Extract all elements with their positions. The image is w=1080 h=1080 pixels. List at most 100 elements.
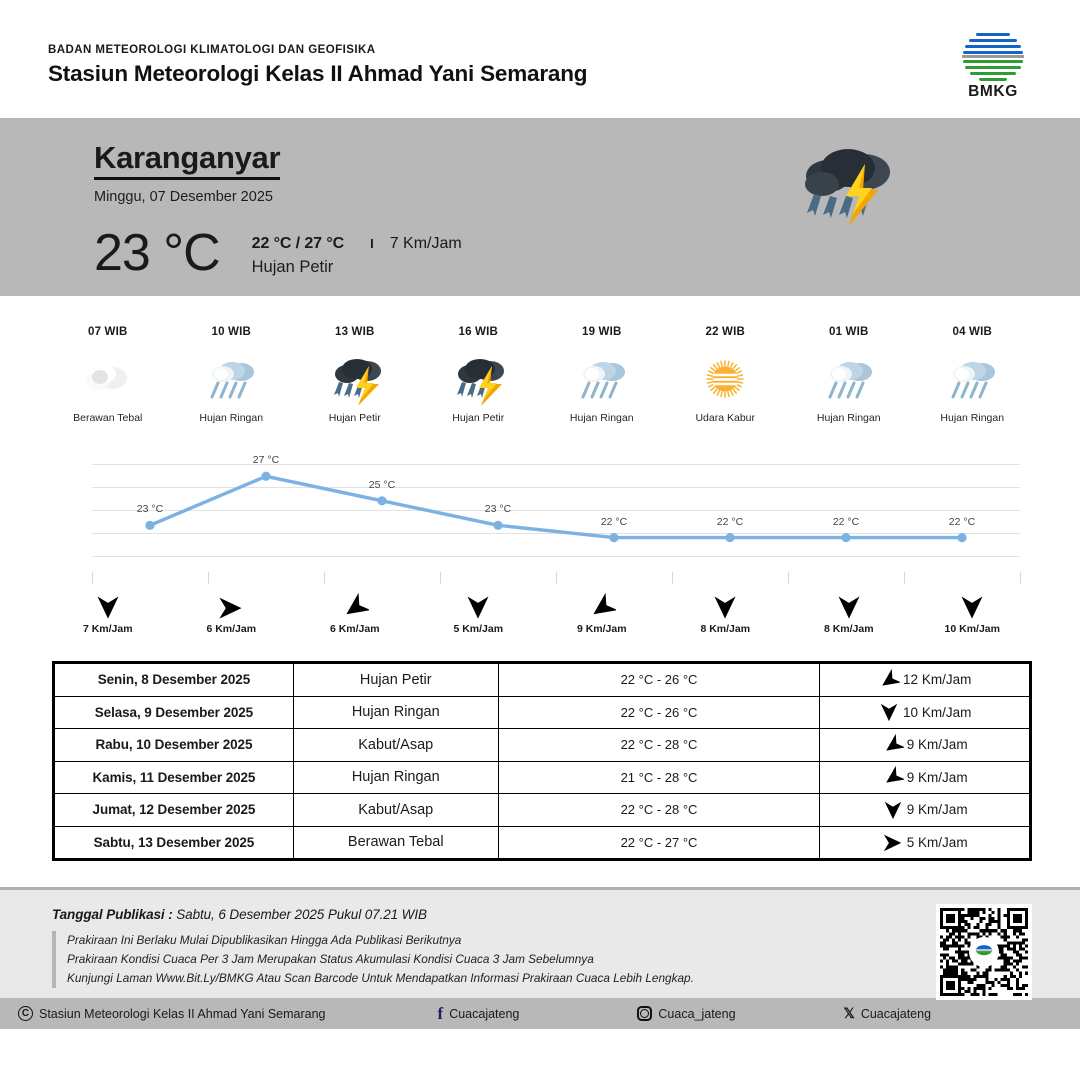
wind-direction-icon	[878, 668, 901, 691]
row-condition: Berawan Tebal	[292, 825, 499, 859]
hourly-slot: 22 WIB Udara Kabur	[664, 326, 788, 424]
wind-speed-label: 9 Km/Jam	[906, 737, 968, 753]
copyright-text: Stasiun Meteorologi Kelas II Ahmad Yani …	[39, 1006, 326, 1021]
row-temperature: 21 °C - 28 °C	[497, 760, 821, 794]
hourly-slot: 13 WIB Hujan Petir	[293, 326, 417, 424]
publication-date: Tanggal Publikasi : Sabtu, 6 Desember 20…	[52, 907, 1032, 922]
publication-value: Sabtu, 6 Desember 2025 Pukul 07.21 WIB	[176, 907, 427, 922]
chart-point-label: 27 °C	[252, 454, 280, 467]
hour-time: 19 WIB	[581, 326, 622, 338]
wind-slot: 8 Km/Jam	[787, 592, 911, 635]
hourly-slot: 16 WIB Hujan Petir	[417, 326, 541, 424]
thunderstorm-icon	[446, 352, 510, 406]
wind-direction-icon	[417, 592, 541, 622]
table-row: Jumat, 12 Desember 2025 Kabut/Asap 22 °C -…	[54, 793, 1030, 827]
chart-point-label: 22 °C	[716, 515, 744, 528]
wind-speed-label: 8 Km/Jam	[700, 623, 751, 635]
chart-tick	[324, 572, 325, 584]
row-date: Rabu, 10 Desember 2025	[54, 728, 294, 762]
chart-tick	[1020, 572, 1021, 584]
wind-speed-label: 10 Km/Jam	[903, 704, 972, 720]
copyright-icon: C	[18, 1006, 33, 1021]
chart-point-label: 22 °C	[948, 515, 976, 528]
chart-point-label: 23 °C	[136, 503, 164, 516]
hour-condition: Hujan Ringan	[940, 412, 1005, 424]
light-rain-icon	[570, 352, 634, 406]
forecast-date: Minggu, 07 Desember 2025	[94, 188, 273, 205]
agency-name: BADAN METEOROLOGI KLIMATOLOGI DAN GEOFIS…	[48, 44, 376, 56]
current-wind-speed: 7 Km/Jam	[389, 234, 462, 252]
row-wind: 9 Km/Jam	[819, 728, 1030, 762]
row-temperature: 22 °C - 28 °C	[497, 793, 821, 827]
x-item[interactable]: 𝕏 Cuacajateng	[844, 1005, 931, 1022]
wind-direction-icon	[882, 733, 904, 756]
chart-point	[145, 520, 155, 530]
hourly-slot: 07 WIB Berawan Tebal	[46, 326, 170, 424]
footer-note: Prakiraan Kondisi Cuaca Per 3 Jam Merupa…	[67, 952, 594, 967]
hour-condition: Hujan Ringan	[199, 412, 264, 424]
facebook-item[interactable]: f Cuacajateng	[438, 1004, 520, 1024]
row-date: Sabtu, 13 Desember 2025	[54, 825, 294, 859]
chart-point-label: 22 °C	[832, 515, 860, 528]
weekly-forecast-table: Senin, 8 Desember 2025 Hujan Petir 22 °C -…	[52, 661, 1032, 861]
light-rain-icon	[940, 352, 1004, 406]
wind-direction-icon	[787, 592, 911, 622]
row-temperature: 22 °C - 27 °C	[497, 825, 821, 859]
station-name: Stasiun Meteorologi Kelas II Ahmad Yani …	[48, 61, 588, 86]
copyright-item: C Stasiun Meteorologi Kelas II Ahmad Yan…	[18, 1006, 326, 1021]
wind-direction-icon	[540, 592, 664, 622]
hourly-slot: 01 WIB Hujan Ringan	[787, 326, 911, 424]
qr-code-icon[interactable]	[936, 904, 1032, 1000]
table-row: Senin, 8 Desember 2025 Hujan Petir 22 °C -…	[54, 663, 1030, 697]
wind-speed-label: 6 Km/Jam	[329, 623, 380, 635]
bmkg-emblem-icon	[962, 30, 1024, 82]
row-wind: 5 Km/Jam	[819, 825, 1030, 859]
table-row: Kamis, 11 Desember 2025 Hujan Ringan 21 °C…	[54, 760, 1030, 794]
chart-tick	[556, 572, 557, 584]
haze-sun-icon	[693, 352, 757, 406]
publication-footer: Tanggal Publikasi : Sabtu, 6 Desember 20…	[0, 890, 1080, 1000]
thunderstorm-icon	[792, 142, 900, 234]
chart-point	[957, 533, 967, 543]
chart-tick	[440, 572, 441, 584]
row-date: Senin, 8 Desember 2025	[54, 663, 294, 697]
hour-condition: Hujan Petir	[328, 412, 381, 424]
chart-gridline	[92, 533, 1020, 534]
chart-tick-row	[46, 572, 1034, 586]
wind-speed-label: 7 Km/Jam	[82, 623, 133, 635]
wind-speed-label: 9 Km/Jam	[906, 802, 968, 818]
current-condition: Hujan Petir	[251, 257, 334, 276]
row-condition: Kabut/Asap	[292, 793, 499, 827]
bmkg-logo-text: BMKG	[968, 83, 1018, 100]
wind-separator: I	[370, 236, 374, 252]
row-condition: Hujan Ringan	[292, 760, 499, 794]
row-wind: 9 Km/Jam	[819, 793, 1030, 827]
wind-direction-icon	[293, 592, 417, 622]
facebook-icon: f	[437, 1003, 444, 1023]
row-date: Jumat, 12 Desember 2025	[54, 793, 294, 827]
hour-time: 07 WIB	[87, 326, 128, 338]
wind-speed-label: 6 Km/Jam	[206, 623, 257, 635]
hourly-slot: 04 WIB Hujan Ringan	[911, 326, 1035, 424]
chart-gridline	[92, 510, 1020, 511]
chart-tick	[904, 572, 905, 584]
wind-speed-label: 10 Km/Jam	[944, 623, 1000, 635]
footer-note: Prakiraan Ini Berlaku Mulai Dipublikasik…	[67, 933, 462, 947]
current-weather-banner: Karanganyar Minggu, 07 Desember 2025 23 …	[0, 118, 1080, 296]
row-condition: Hujan Ringan	[292, 695, 499, 729]
qr-bmkg-logo	[969, 937, 999, 967]
instagram-item[interactable]: Cuaca_jateng	[637, 1006, 736, 1021]
chart-line	[148, 474, 964, 540]
hour-time: 01 WIB	[828, 326, 869, 338]
thunderstorm-icon	[323, 352, 387, 406]
wind-direction-icon	[878, 701, 900, 723]
chart-tick	[788, 572, 789, 584]
wind-direction-icon	[882, 831, 904, 853]
table-row: Rabu, 10 Desember 2025 Kabut/Asap 22 °C - …	[54, 728, 1030, 762]
chart-gridline	[92, 556, 1020, 557]
wind-direction-icon	[664, 592, 788, 622]
row-date: Kamis, 11 Desember 2025	[54, 760, 294, 794]
wind-speed-label: 5 Km/Jam	[453, 623, 504, 635]
hour-condition: Hujan Ringan	[569, 412, 634, 424]
hour-time: 10 WIB	[211, 326, 252, 338]
